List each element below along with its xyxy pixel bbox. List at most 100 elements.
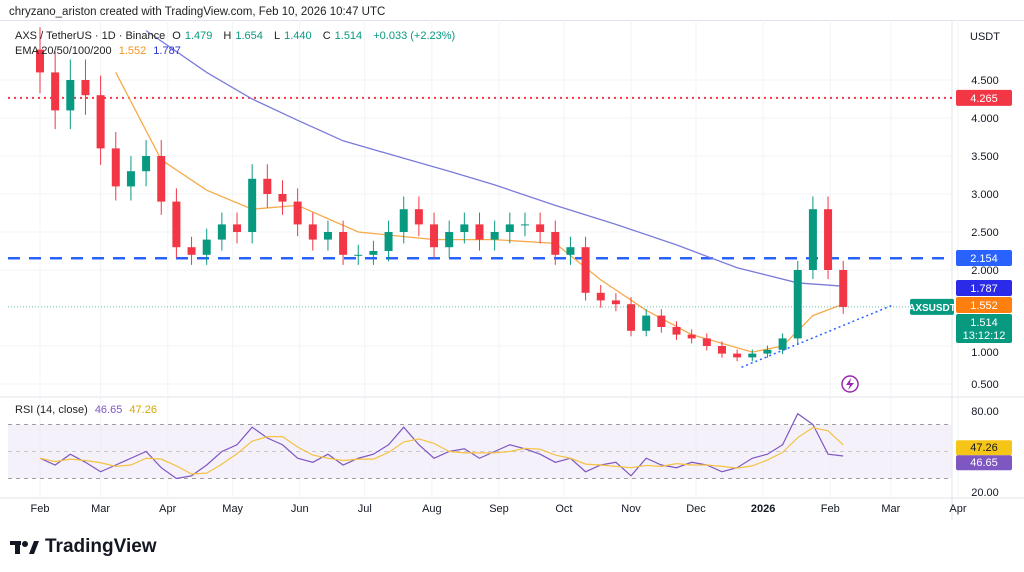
candles <box>36 27 848 362</box>
candle-body <box>308 224 317 240</box>
y-tick-label: 0.500 <box>971 379 999 391</box>
top-border <box>0 20 1024 21</box>
candle-body <box>824 209 833 270</box>
candle-body <box>278 194 287 202</box>
candle-body <box>672 327 681 335</box>
last-price-text: 1.514 <box>970 317 998 329</box>
y-tick-label: 4.500 <box>971 75 999 87</box>
candle-body <box>793 270 802 339</box>
candle-body <box>111 148 120 187</box>
candle-body <box>839 270 848 307</box>
candle-body <box>142 156 151 172</box>
x-tick-label: Dec <box>686 503 706 515</box>
ema-label: EMA 20/50/100/200 <box>15 45 112 57</box>
low-value: 1.440 <box>284 30 312 42</box>
candle-body <box>233 224 242 232</box>
tradingview-logo[interactable]: TradingView <box>10 536 157 558</box>
candle-body <box>263 178 272 194</box>
x-tick-label: Jul <box>358 503 372 515</box>
level-badge <box>956 250 1012 266</box>
rsi-ma-badge-text: 47.26 <box>970 442 998 454</box>
rsi-tick-label: 80.00 <box>971 406 999 418</box>
candle-body <box>611 300 620 305</box>
change-value: +0.033 (+2.23%) <box>373 30 456 42</box>
candle-body <box>490 232 499 240</box>
candle-body <box>202 239 211 255</box>
ema200-value: 1.787 <box>153 45 181 57</box>
credit-text: chryzano_ariston created with TradingVie… <box>9 6 386 18</box>
ema200-badge-text: 1.787 <box>970 283 998 295</box>
candle-body <box>430 224 439 248</box>
y-tick-label: 3.000 <box>971 189 999 201</box>
candle-body <box>627 304 636 331</box>
rsi-ma-badge <box>956 440 1012 456</box>
ema50-badge <box>956 297 1012 313</box>
x-tick-label: Feb <box>821 503 840 515</box>
candle-body <box>36 49 44 73</box>
y-tick-label: 2.500 <box>971 227 999 239</box>
close-value: 1.514 <box>334 30 363 42</box>
candle-body <box>460 224 469 232</box>
candle-body <box>717 346 726 354</box>
symbol-tag <box>910 298 954 315</box>
candle-body <box>687 334 696 339</box>
candle-body <box>323 232 332 240</box>
candle-body <box>96 95 105 149</box>
x-tick-label: Mar <box>881 503 900 515</box>
candle-body <box>293 201 302 225</box>
rsi-legend: RSI (14, close) 46.65 47.26 <box>15 404 161 416</box>
countdown-text: 13:12:12 <box>963 330 1006 342</box>
rsi-tick-label: 20.00 <box>971 487 999 499</box>
ema200-line <box>145 30 844 287</box>
candle-body <box>808 209 817 270</box>
candle-body <box>763 349 772 354</box>
candle-body <box>81 80 90 96</box>
rsi-label: RSI (14, close) <box>15 404 88 416</box>
candle-body <box>172 201 181 248</box>
candle-body <box>66 80 75 111</box>
rsi-badge-text: 46.65 <box>970 457 998 469</box>
x-tick-label: 2026 <box>751 503 775 515</box>
y-tick-label: 3.500 <box>971 151 999 163</box>
candle-body <box>339 232 348 255</box>
ema50-value: 1.552 <box>118 45 147 57</box>
x-tick-label: Apr <box>949 503 966 515</box>
x-tick-label: May <box>222 503 243 515</box>
candle-body <box>551 232 560 255</box>
candle-body <box>581 247 590 293</box>
candle-body <box>157 156 166 202</box>
candle-body <box>520 224 529 226</box>
x-tick-label: Aug <box>422 503 442 515</box>
candle-body <box>536 224 545 232</box>
lightning-glyph <box>846 378 854 390</box>
currency-label: USDT <box>970 31 1000 43</box>
candle-body <box>596 292 605 301</box>
ema200-badge <box>956 280 1012 296</box>
rsi-ma-value: 47.26 <box>129 404 157 416</box>
rsi-badge <box>956 455 1012 471</box>
ema-legend: EMA 20/50/100/200 1.552 1.787 <box>15 45 185 57</box>
candle-body <box>505 224 514 232</box>
symbol-tag-text: AXSUSDT <box>908 303 956 314</box>
y-tick-label: 1.000 <box>971 347 999 359</box>
level-badge <box>956 89 1012 106</box>
ema50-line <box>115 72 844 353</box>
candle-body <box>733 353 742 358</box>
open-value: 1.479 <box>184 30 213 42</box>
candle-body <box>445 232 454 248</box>
level-badge-text: 2.154 <box>970 253 998 265</box>
rsi-line <box>39 412 844 480</box>
rsi-value: 46.65 <box>94 404 123 416</box>
high-value: 1.654 <box>235 30 263 42</box>
candle-body <box>354 254 363 256</box>
low-label: L <box>273 30 281 42</box>
open-label: O <box>172 30 181 42</box>
x-tick-label: Mar <box>91 503 110 515</box>
candle-body <box>566 247 575 255</box>
trendline <box>741 304 894 368</box>
x-tick-label: Nov <box>621 503 641 515</box>
candle-body <box>217 224 226 240</box>
close-label: C <box>322 30 331 42</box>
price-chart[interactable]: Feb Mar Apr May Jun Jul Aug Sep Oct Nov Dec 2026 Feb… <box>0 0 1024 530</box>
